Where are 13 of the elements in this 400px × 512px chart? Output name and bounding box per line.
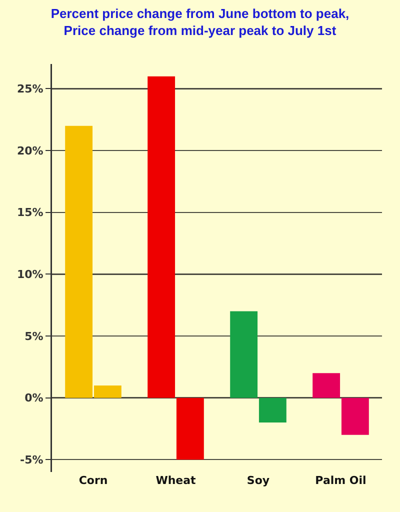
y-tick-label: 15%: [16, 206, 44, 220]
y-tick-label: 10%: [16, 268, 44, 282]
y-tick-label: 5%: [24, 330, 44, 343]
x-tick-label: Palm Oil: [315, 474, 366, 487]
x-tick-label: Soy: [246, 474, 270, 487]
y-tick-label: -5%: [20, 453, 44, 466]
chart-title: Percent price change from June bottom to peak,: [50, 6, 350, 21]
chart-subtitle: Price change from mid-year peak to July 1st: [64, 22, 337, 38]
x-tick-label: Wheat: [156, 474, 196, 487]
x-tick-label: Corn: [78, 474, 108, 487]
y-tick-label: 20%: [16, 144, 44, 158]
y-tick-label: 0%: [24, 392, 44, 405]
y-tick-label: 25%: [16, 82, 44, 96]
